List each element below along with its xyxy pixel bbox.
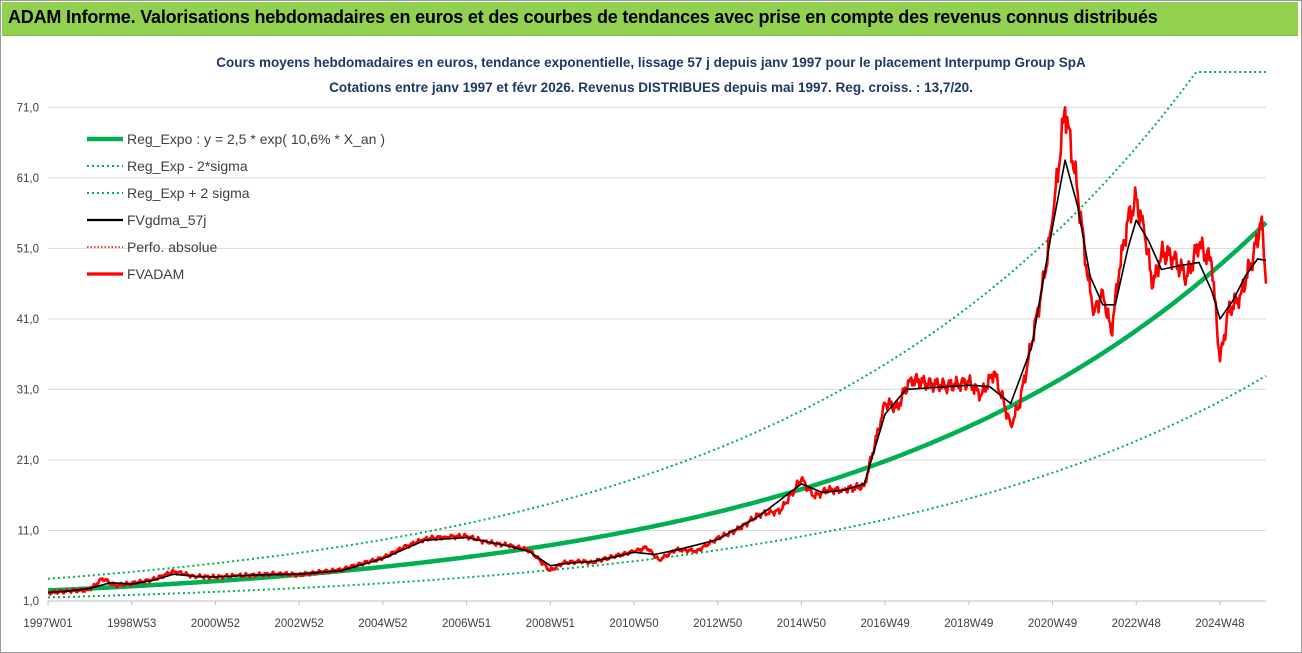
- chart-title: Cours moyens hebdomadaires en euros, ten…: [216, 55, 1086, 70]
- series-reg-expo: [47, 220, 1268, 593]
- series-fvgdma-57j: [47, 159, 1267, 594]
- y-axis: 1,0 11,0 21,0 31,0 41,0 51,0 61,0 71,0: [17, 102, 39, 608]
- report-banner: ADAM Informe. Valorisations hebdomadaire…: [2, 2, 1298, 36]
- y-tick-label: 21,0: [17, 455, 39, 467]
- x-tick-label: 2018W49: [944, 618, 993, 630]
- y-tick-label: 71,0: [17, 102, 39, 114]
- y-tick-label: 41,0: [17, 314, 39, 326]
- x-tick-label: 2014W50: [777, 618, 826, 630]
- y-tick-label: 11,0: [17, 525, 39, 537]
- legend-label-fvadam: FVADAM: [127, 266, 184, 282]
- legend-label-fvgdma: FVgdma_57j: [127, 212, 206, 228]
- report-title: ADAM Informe. Valorisations hebdomadaire…: [8, 7, 1158, 27]
- legend-label-reg_plus: Reg_Exp + 2 sigma: [127, 185, 250, 201]
- x-tick-label: 2000W52: [191, 618, 240, 630]
- x-tick-label: 1998W53: [107, 618, 156, 630]
- legend-label-reg_minus: Reg_Exp - 2*sigma: [127, 158, 248, 174]
- series-reg-exp-plus-2sigma: [47, 71, 1266, 580]
- y-tick-label: 51,0: [17, 243, 39, 255]
- legend-label-reg_expo: Reg_Expo : y = 2,5 * exp( 10,6% * X_an ): [127, 131, 385, 147]
- x-axis: 1997W01 1998W53 2000W52 2002W52 2004W52 2006W…: [23, 600, 1266, 630]
- y-tick-label: 61,0: [17, 173, 39, 185]
- y-tick-label: 31,0: [17, 384, 39, 396]
- x-tick-label: 2020W49: [1028, 618, 1077, 630]
- x-tick-label: 2002W52: [275, 618, 324, 630]
- x-tick-label: 2010W50: [609, 618, 658, 630]
- x-tick-label: 2012W50: [693, 618, 742, 630]
- x-tick-label: 1997W01: [23, 618, 72, 630]
- legend-label-perfo: Perfo. absolue: [127, 239, 217, 255]
- x-tick-label: 2006W51: [442, 618, 491, 630]
- y-tick-label: 1,0: [23, 596, 39, 608]
- x-tick-label: 2004W52: [358, 618, 407, 630]
- x-tick-label: 2016W49: [860, 618, 909, 630]
- series-reg-exp-minus-2sigma: [48, 375, 1267, 599]
- series-fvadam: [47, 106, 1268, 596]
- x-tick-label: 2022W48: [1112, 618, 1161, 630]
- chart-subtitle: Cotations entre janv 1997 et févr 2026. …: [329, 80, 973, 95]
- x-tick-label: 2008W51: [526, 618, 575, 630]
- x-tick-label: 2024W48: [1195, 618, 1244, 630]
- legend: Reg_Expo : y = 2,5 * exp( 10,6% * X_an )…: [87, 131, 385, 282]
- plot-area: [47, 71, 1268, 599]
